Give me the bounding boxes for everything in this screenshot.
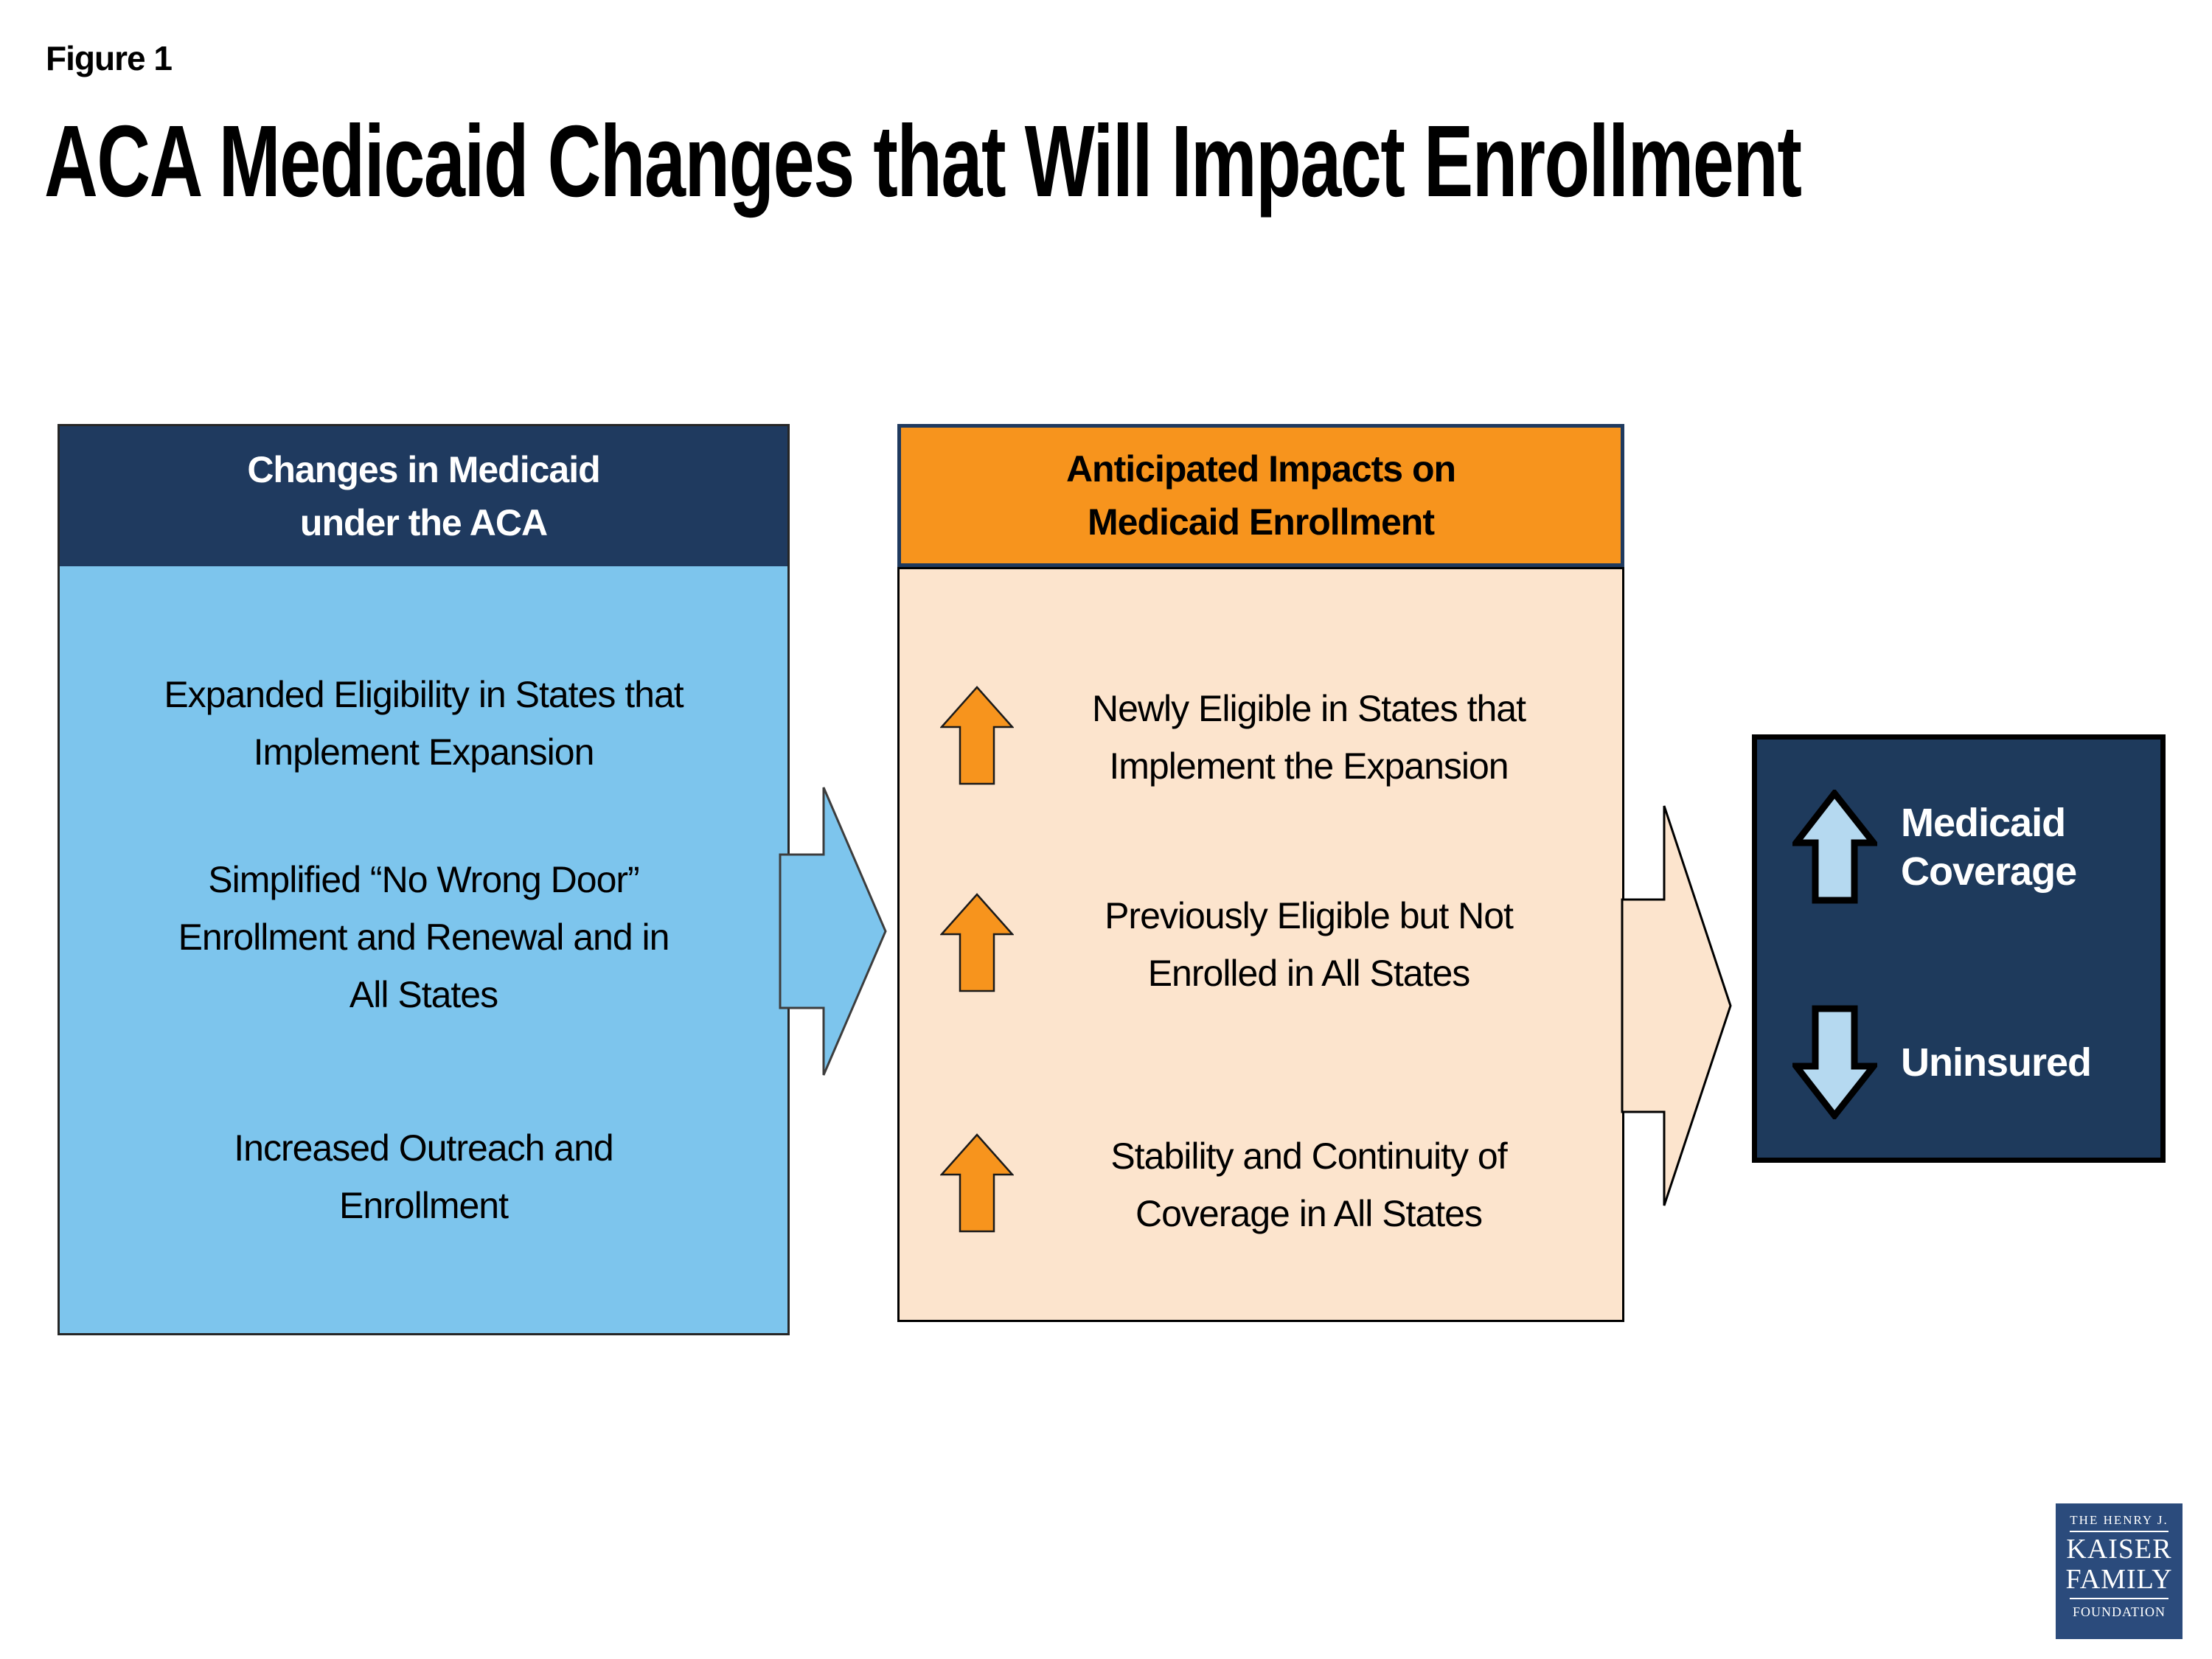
- logo-divider: [2070, 1531, 2168, 1532]
- outcomes-box: Medicaid Coverage Uninsured: [1752, 734, 2166, 1163]
- orange-up-arrow-icon: [939, 1133, 1015, 1233]
- flow-right-arrow-icon: [1621, 805, 1732, 1206]
- orange-up-arrow-icon: [939, 686, 1015, 785]
- changes-box-header: Changes in Medicaid under the ACA: [60, 426, 787, 566]
- list-item: Newly Eligible in States that Implement …: [900, 680, 1622, 795]
- list-item: Uninsured: [1792, 1005, 2147, 1119]
- list-item: Medicaid Coverage: [1792, 790, 2147, 904]
- down-arrow-icon: [1792, 1005, 1877, 1119]
- up-arrow-icon: [1792, 790, 1877, 904]
- list-item: Increased Outreach and Enrollment: [234, 1127, 613, 1226]
- logo-divider: [2070, 1598, 2168, 1599]
- impacts-box-header: Anticipated Impacts on Medicaid Enrollme…: [897, 424, 1624, 567]
- figure-label: Figure 1: [46, 39, 173, 77]
- impacts-box: Anticipated Impacts on Medicaid Enrollme…: [897, 424, 1624, 1322]
- changes-box-body: Expanded Eligibility in States that Impl…: [60, 566, 787, 1333]
- orange-up-arrow-icon: [939, 893, 1015, 992]
- impacts-box-body: Newly Eligible in States that Implement …: [897, 567, 1624, 1322]
- kff-foundation-logo: THE HENRY J. KAISER FAMILY FOUNDATION: [2056, 1503, 2183, 1639]
- list-item: Simplified “No Wrong Door” Enrollment an…: [178, 859, 670, 1015]
- page-title: ACA Medicaid Changes that Will Impact En…: [44, 105, 1802, 218]
- list-item: Previously Eligible but Not Enrolled in …: [900, 887, 1622, 1002]
- list-item: Expanded Eligibility in States that Impl…: [164, 674, 684, 773]
- changes-header-line: under the ACA: [299, 502, 548, 543]
- changes-box: Changes in Medicaid under the ACA Expand…: [58, 424, 790, 1335]
- changes-header-line: Changes in Medicaid: [247, 449, 600, 490]
- flow-right-arrow-icon: [779, 787, 887, 1076]
- impacts-header-line: Anticipated Impacts on: [1065, 448, 1456, 490]
- impacts-header-line: Medicaid Enrollment: [1088, 501, 1435, 543]
- list-item: Stability and Continuity of Coverage in …: [900, 1127, 1622, 1242]
